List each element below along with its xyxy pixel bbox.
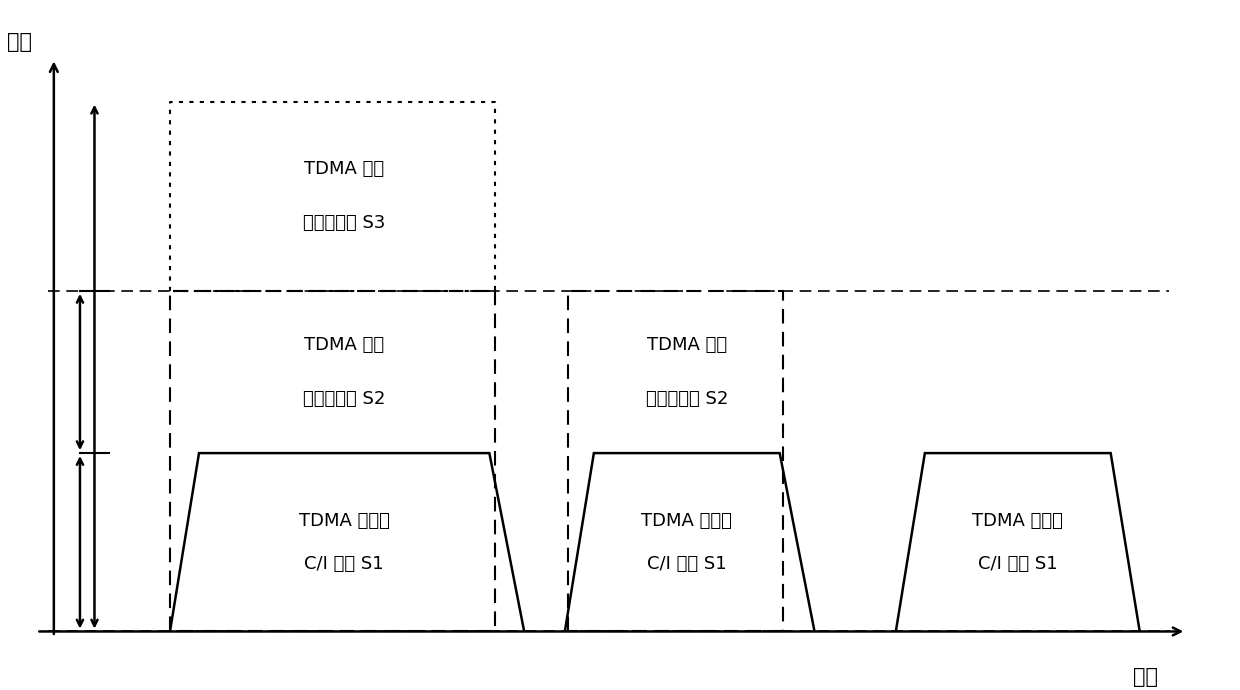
Text: TDMA 信号的: TDMA 信号的 [972, 512, 1063, 530]
Text: C/I 要求 S1: C/I 要求 S1 [978, 555, 1058, 573]
Text: 时间: 时间 [1133, 667, 1158, 687]
Text: C/I 要求 S1: C/I 要求 S1 [647, 555, 727, 573]
Text: TDMA 信号的: TDMA 信号的 [299, 512, 389, 530]
Text: TDMA 信号: TDMA 信号 [647, 336, 727, 354]
Text: TDMA 信号: TDMA 信号 [304, 160, 384, 178]
Text: TDMA 信号: TDMA 信号 [304, 336, 384, 354]
Text: 慢衰落起伏 S3: 慢衰落起伏 S3 [303, 215, 386, 233]
Text: TDMA 信号的: TDMA 信号的 [641, 512, 732, 530]
Text: 快衰落起伏 S2: 快衰落起伏 S2 [303, 390, 386, 408]
Text: C/I 要求 S1: C/I 要求 S1 [304, 555, 384, 573]
Text: 快衰落起伏 S2: 快衰落起伏 S2 [646, 390, 728, 408]
Text: 幅度: 幅度 [7, 32, 32, 52]
